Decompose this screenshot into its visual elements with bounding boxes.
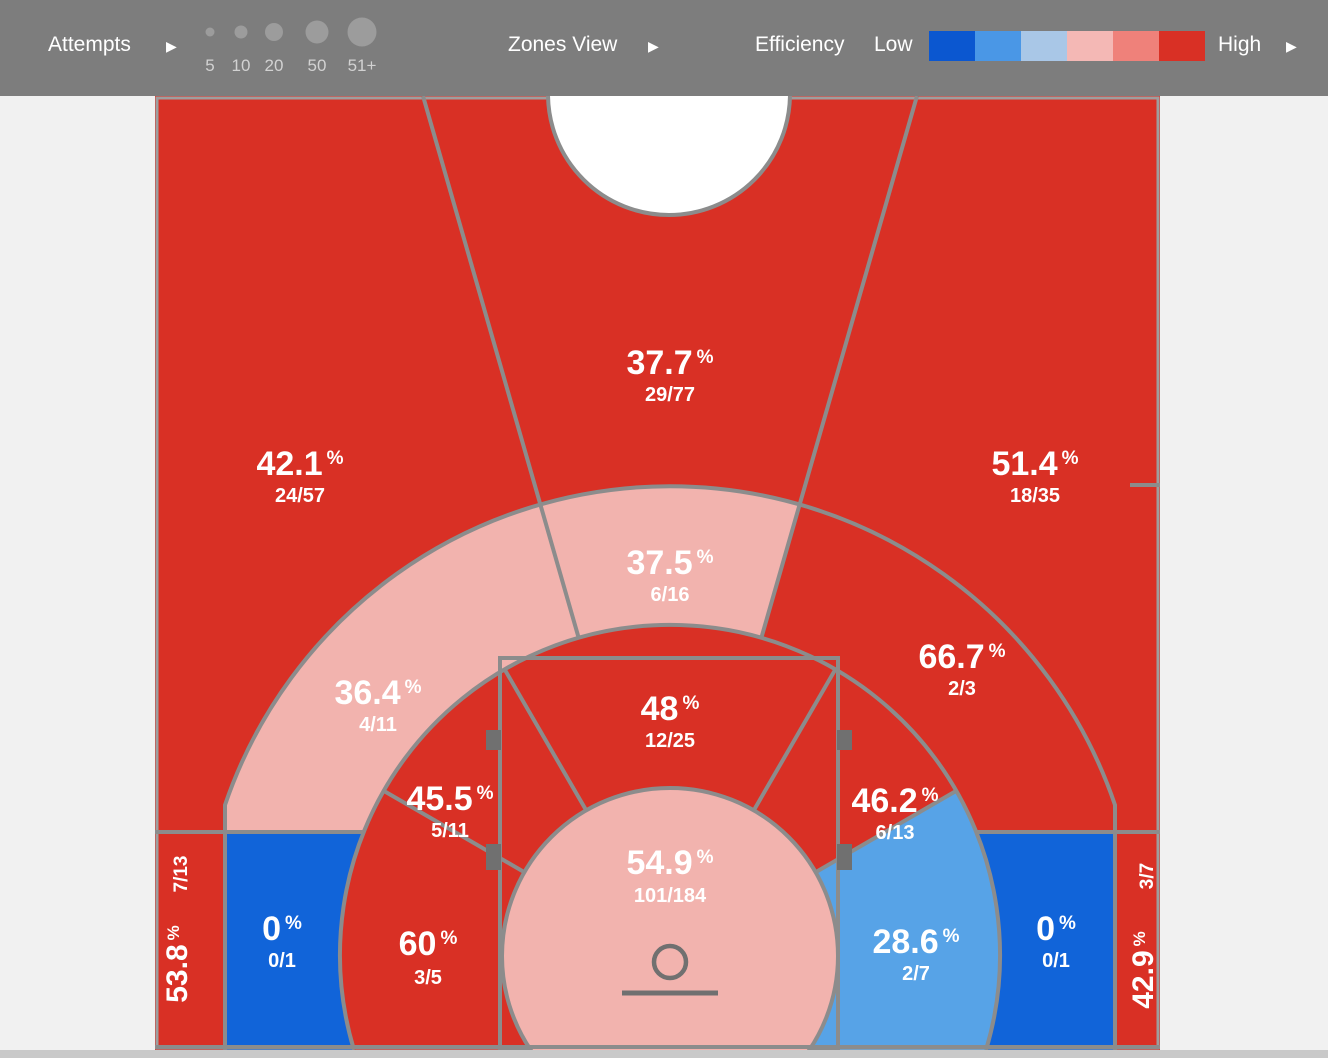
zone-left-corner-3-fraction: 7/13 [171,856,192,893]
zone-right-baseline-short-pct: 28.6% [872,923,959,961]
efficiency-expand-icon[interactable]: ▶ [1286,38,1297,54]
court [155,96,1160,1050]
percent-sign: % [922,785,939,806]
percent-sign: % [697,547,714,568]
zone-left-elbow-pct: 45.5% [406,780,493,818]
zone-left-baseline-short-fraction: 3/5 [414,967,442,989]
efficiency-label: Efficiency [755,33,845,56]
percent-sign: % [327,448,344,469]
zone-divider-right-wing [759,96,919,640]
zone-top-mid-area [540,485,800,639]
lane-hash-marks [486,730,852,870]
zone-top-3-pct: 37.7% [626,344,713,382]
attempts-expand-icon[interactable]: ▶ [166,38,177,54]
zone-left-wing-mid-area [225,504,579,832]
attempts-dot-5 [205,27,215,37]
efficiency-swatch-3 [1021,31,1067,61]
percent-sign: % [989,641,1006,662]
zone-left-baseline-short-pct: 60% [399,925,458,963]
zone-rim-fraction: 101/184 [634,885,707,907]
percent-sign: % [440,928,457,949]
percent-sign: % [1130,931,1149,946]
percent-sign: % [285,913,302,934]
zone-divider-right-elbow [752,668,837,812]
zone-left-corner-3-pct: 53.8% [161,925,194,1003]
efficiency-high-label: High [1218,33,1262,56]
shot-chart: 37.7% 29/77 42.1% 24/57 51.4% 18/35 37.5… [0,96,1328,1058]
zone-rim-area [500,786,840,1050]
attempts-bin-label: 20 [265,56,284,75]
attempts-label[interactable]: Attempts [48,33,131,56]
attempts-dot-51plus [347,17,377,47]
zone-right-baseline-short-area [809,791,1000,1050]
zone-right-baseline-mid-area [976,832,1115,1050]
attempts-bin-label: 50 [308,56,327,75]
hash-mark [837,730,852,750]
zone-rim-pct: 54.9% [626,844,713,882]
efficiency-low-label: Low [874,33,913,56]
zone-left-wing-3-fraction: 24/57 [275,485,325,507]
zone-right-baseline-short-fraction: 2/7 [902,963,930,985]
efficiency-swatch-4 [1067,31,1113,61]
center-circle [546,96,792,217]
hash-mark [486,844,501,870]
basket-icon [622,943,718,996]
zone-left-wing-mid-fraction: 4/11 [359,714,397,736]
zone-left-wing-mid-pct: 36.4% [334,674,421,712]
percent-sign: % [1059,913,1076,934]
bottom-strip [0,1050,1328,1058]
attempts-dot-20 [265,23,283,41]
zone-right-wing-mid-fraction: 2/3 [948,678,976,700]
zone-right-baseline-mid-pct: 0% [1036,910,1076,948]
zone-top-mid-pct: 37.5% [626,544,713,582]
zone-divider-left-wing [421,96,581,640]
three-point-line [223,484,1117,1050]
zone-right-elbow-pct: 46.2% [851,782,938,820]
zones-view-label[interactable]: Zones View [508,33,618,56]
zone-divider-left-elbow [503,668,588,812]
zone-left-baseline-mid-pct: 0% [262,910,302,948]
percent-sign: % [164,925,183,940]
zone-left-elbow-fraction: 5/11 [431,820,469,842]
percent-sign: % [697,347,714,368]
zone-right-wing-3-fraction: 18/35 [1010,485,1060,507]
attempts-bin-label: 5 [205,56,214,75]
zone-left-baseline-mid-area [225,832,364,1050]
efficiency-swatch-6 [1159,31,1205,61]
hash-mark [837,844,852,870]
attempts-bin-label: 10 [232,56,251,75]
zone-labels: 37.7% 29/77 42.1% 24/57 51.4% 18/35 37.5… [161,344,1160,1009]
zone-free-throw-fraction: 12/25 [645,730,695,752]
hash-mark [486,730,501,750]
efficiency-scale [929,31,1205,61]
attempts-size-legend: 5 10 20 50 51+ [205,17,377,75]
toolbar: Attempts ▶ 5 10 20 50 51+ Zones View ▶ E… [0,0,1328,96]
zones-view-expand-icon[interactable]: ▶ [648,38,659,54]
zone-right-corner-3-pct: 42.9% [1127,931,1160,1009]
zone-free-throw-pct: 48% [641,690,700,728]
efficiency-swatch-2 [975,31,1021,61]
attempts-bin-label: 51+ [348,56,377,75]
zone-right-wing-mid-pct: 66.7% [918,638,1005,676]
zone-right-baseline-mid-fraction: 0/1 [1042,950,1070,972]
percent-sign: % [405,677,422,698]
percent-sign: % [1062,448,1079,469]
efficiency-swatch-5 [1113,31,1159,61]
inner-zone-arc [338,622,1002,1050]
attempts-dot-50 [305,20,329,44]
efficiency-swatch-1 [929,31,975,61]
zone-top-3-fraction: 29/77 [645,384,695,406]
zone-right-wing-3-pct: 51.4% [991,445,1078,483]
zone-right-elbow-fraction: 6/13 [876,822,915,844]
percent-sign: % [682,693,699,714]
zone-left-baseline-mid-fraction: 0/1 [268,950,296,972]
attempts-dot-10 [234,25,248,39]
percent-sign: % [697,847,714,868]
percent-sign: % [943,926,960,947]
zone-left-wing-3-pct: 42.1% [256,445,343,483]
zone-right-corner-3-fraction: 3/7 [1137,863,1158,889]
percent-sign: % [477,783,494,804]
zone-top-mid-fraction: 6/16 [651,584,690,606]
rim-icon [651,943,689,981]
